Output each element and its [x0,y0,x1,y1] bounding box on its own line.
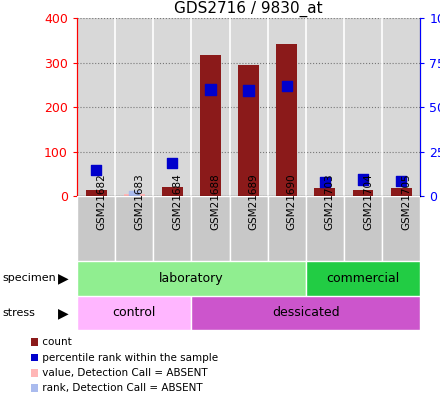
Text: GSM21689: GSM21689 [249,173,259,230]
Point [92,166,99,173]
Bar [115,196,153,261]
Bar [238,66,259,196]
Point [169,160,176,166]
Text: GSM21683: GSM21683 [134,173,144,230]
Point [131,193,138,200]
Text: GSM21684: GSM21684 [172,173,182,230]
Text: stress: stress [2,308,35,318]
Text: GSM21704: GSM21704 [363,173,373,230]
Point [359,176,367,183]
Point [398,177,405,184]
Text: GSM21688: GSM21688 [210,173,220,230]
Bar [391,188,412,196]
Text: GSM21682: GSM21682 [96,173,106,230]
Text: control: control [113,306,156,320]
Point [245,87,252,94]
Text: specimen: specimen [2,273,56,283]
Bar [306,261,420,296]
Text: value, Detection Call = ABSENT: value, Detection Call = ABSENT [39,368,208,378]
Bar [276,44,297,196]
Bar [191,296,420,330]
Bar [306,196,344,261]
Text: GSM21703: GSM21703 [325,173,335,230]
Bar [200,55,221,196]
Bar [77,196,115,261]
Text: rank, Detection Call = ABSENT: rank, Detection Call = ABSENT [39,384,203,393]
Bar [352,190,374,196]
Bar [77,261,306,296]
Text: percentile rank within the sample: percentile rank within the sample [39,353,218,362]
Text: commercial: commercial [326,272,400,285]
Text: laboratory: laboratory [159,272,224,285]
Bar [124,194,145,196]
Bar [162,187,183,196]
Bar [191,196,230,261]
Text: ▶: ▶ [58,271,68,286]
Point [283,83,290,89]
Bar [268,196,306,261]
Bar [153,196,191,261]
Bar [77,296,191,330]
Text: GSM21705: GSM21705 [401,173,411,230]
Bar [85,190,106,196]
Point [207,86,214,93]
Text: count: count [39,337,72,347]
Bar [344,196,382,261]
Bar [230,196,268,261]
Title: GDS2716 / 9830_at: GDS2716 / 9830_at [174,1,323,17]
Text: GSM21690: GSM21690 [287,173,297,230]
Bar [315,188,335,196]
Text: dessicated: dessicated [272,306,340,320]
Point [321,179,328,185]
Text: ▶: ▶ [58,306,68,320]
Bar [382,196,420,261]
